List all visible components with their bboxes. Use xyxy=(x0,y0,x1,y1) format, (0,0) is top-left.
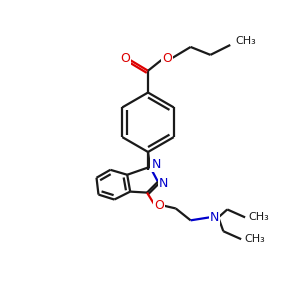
Text: N: N xyxy=(210,211,219,224)
Text: CH₃: CH₃ xyxy=(236,36,256,46)
Text: N: N xyxy=(151,158,160,171)
Text: O: O xyxy=(154,199,164,212)
Text: CH₃: CH₃ xyxy=(244,234,266,244)
Text: O: O xyxy=(120,52,130,65)
Text: O: O xyxy=(162,52,172,65)
Text: CH₃: CH₃ xyxy=(249,212,269,222)
Text: N: N xyxy=(159,177,169,190)
